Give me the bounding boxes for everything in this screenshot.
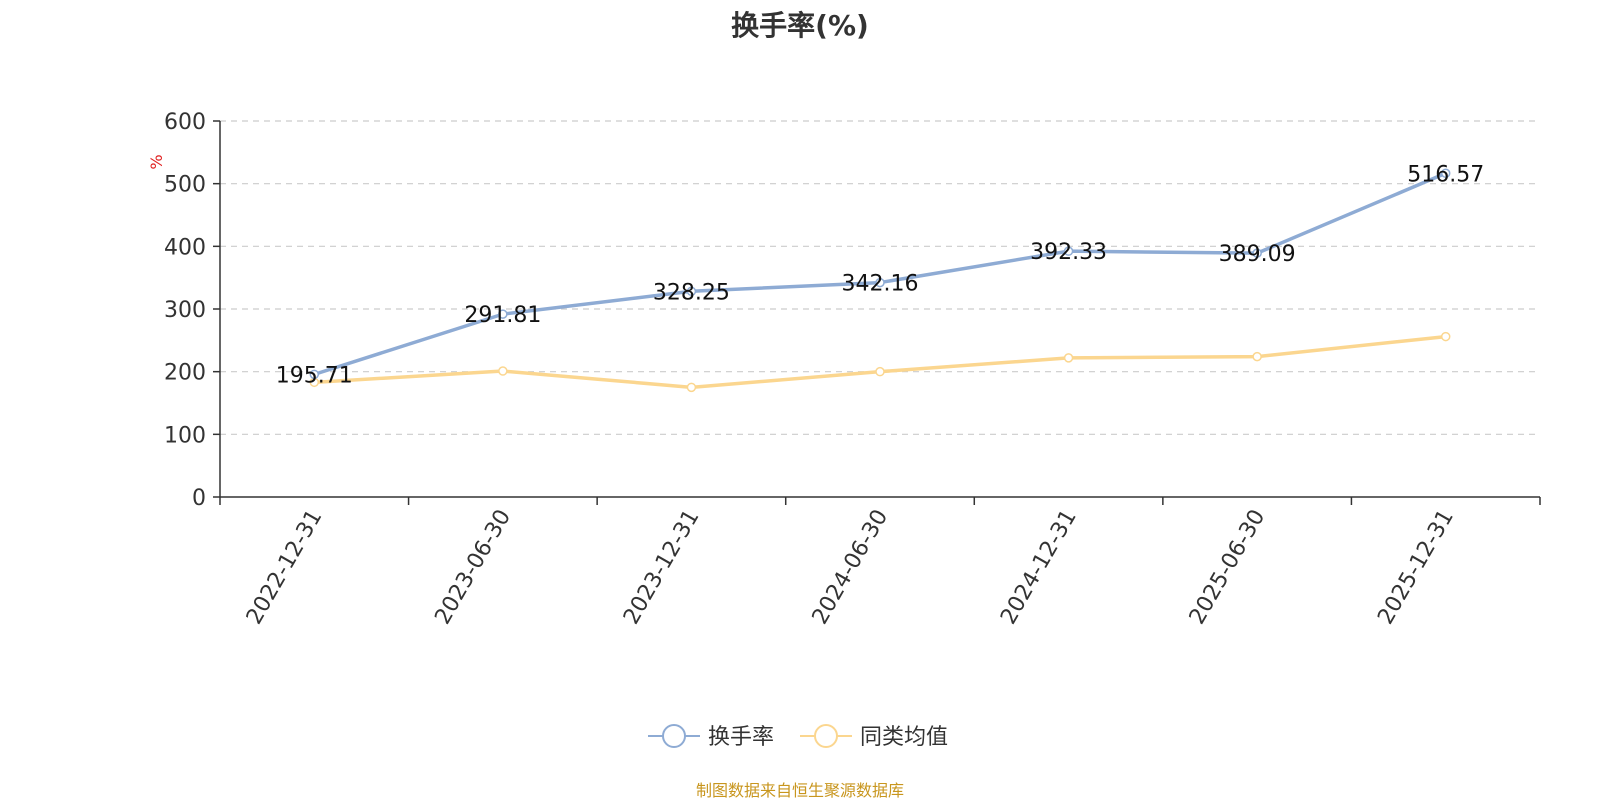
data-point bbox=[1440, 168, 1451, 179]
data-point bbox=[686, 286, 697, 297]
data-point bbox=[1440, 331, 1451, 342]
x-tick-label: 2025-12-31 bbox=[1373, 506, 1459, 629]
data-point bbox=[875, 277, 885, 288]
y-tick-label: 600 bbox=[164, 110, 206, 135]
series-line bbox=[314, 334, 1446, 390]
chart-title: 换手率(%) bbox=[731, 9, 869, 42]
data-label: 195.71 bbox=[276, 363, 353, 388]
x-tick-label: 2023-06-30 bbox=[430, 506, 516, 629]
legend: 换手率 同类均值 bbox=[648, 724, 948, 750]
data-point bbox=[875, 366, 885, 377]
data-point bbox=[498, 309, 508, 319]
y-axis-unit-label: % bbox=[147, 154, 166, 169]
x-tick-label: 2024-06-30 bbox=[808, 506, 894, 629]
series-lines bbox=[309, 168, 1451, 393]
legend-label[interactable]: 换手率 bbox=[708, 725, 774, 750]
data-label: 328.25 bbox=[653, 280, 730, 305]
x-tick-label: 2024-12-31 bbox=[996, 506, 1082, 629]
legend-label[interactable]: 同类均值 bbox=[860, 725, 948, 750]
data-point bbox=[309, 369, 320, 380]
axes: 0 100 200 300 400 500 600% 2022-12-31 2023-06-30… bbox=[147, 110, 1541, 629]
legend-marker bbox=[814, 724, 838, 748]
data-point bbox=[1063, 246, 1074, 256]
legend-marker bbox=[662, 724, 686, 748]
data-point bbox=[686, 382, 697, 393]
data-label: 291.81 bbox=[464, 303, 541, 328]
y-tick-label: 100 bbox=[164, 423, 206, 448]
x-tick-label: 2025-06-30 bbox=[1185, 506, 1271, 629]
x-tick-label: 2023-12-31 bbox=[619, 506, 705, 629]
data-point bbox=[1252, 351, 1262, 362]
data-label: 389.09 bbox=[1219, 242, 1296, 267]
data-label: 392.33 bbox=[1030, 240, 1107, 265]
y-tick-label: 200 bbox=[164, 361, 206, 386]
data-labels: 195.71 291.81 328.25 342.16 392.33 389.09 516.… bbox=[276, 162, 1484, 388]
y-tick-label: 400 bbox=[164, 235, 206, 260]
data-label: 342.16 bbox=[842, 272, 919, 297]
data-point bbox=[498, 366, 508, 376]
data-point bbox=[1252, 248, 1262, 258]
y-tick-label: 300 bbox=[164, 298, 206, 323]
y-tick-label: 500 bbox=[164, 173, 206, 198]
x-tick-label: 2022-12-31 bbox=[242, 506, 328, 629]
data-label: 516.57 bbox=[1407, 162, 1484, 187]
y-tick-label: 0 bbox=[192, 486, 206, 511]
source-note: 制图数据来自恒生聚源数据库 bbox=[695, 781, 904, 800]
data-point bbox=[1063, 353, 1074, 363]
